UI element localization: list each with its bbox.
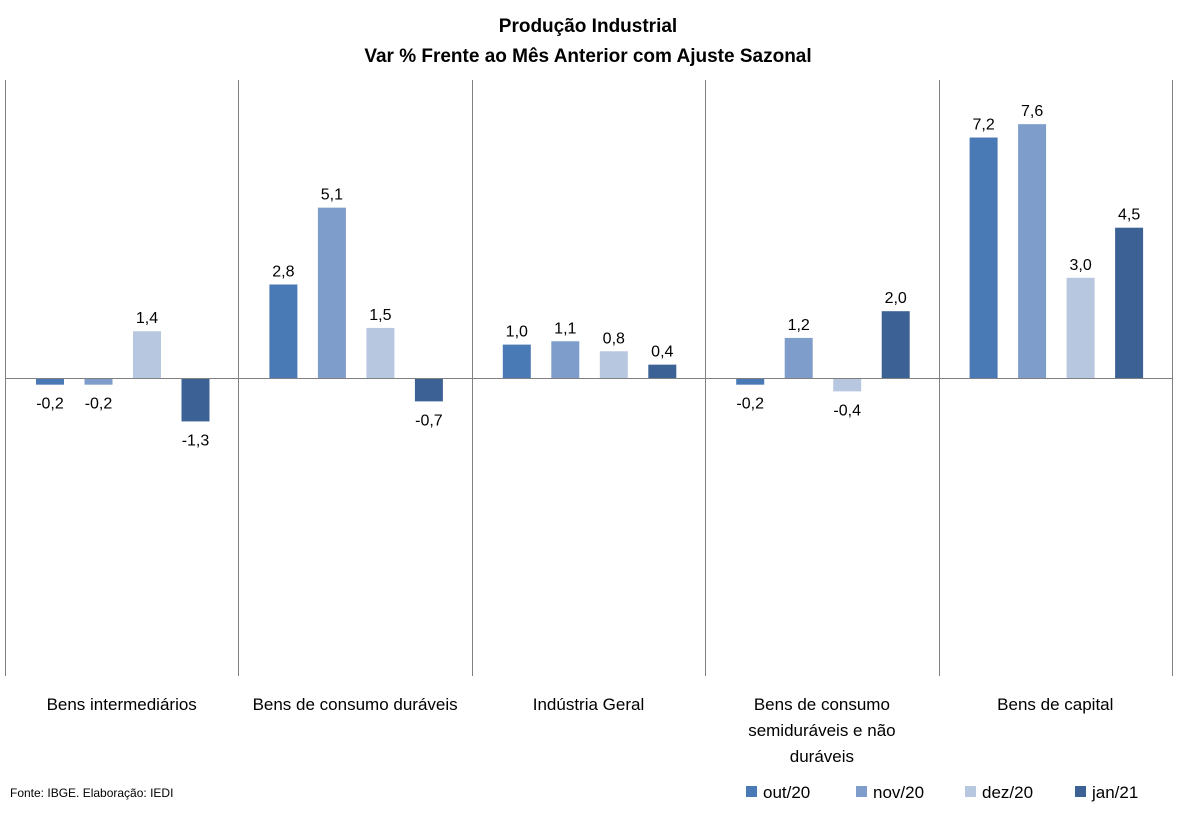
data-label: 1,5 bbox=[369, 307, 391, 324]
data-label: 5,1 bbox=[321, 187, 343, 204]
legend: out/20 nov/20 dez/20 jan/21 bbox=[746, 783, 1138, 802]
legend-label: out/20 bbox=[763, 783, 810, 802]
category-label: Bens de consumo bbox=[754, 695, 890, 714]
bar bbox=[502, 344, 531, 378]
category-labels: Bens intermediários Bens de consumo duráv… bbox=[47, 695, 1114, 766]
legend-item: out/20 bbox=[746, 783, 810, 802]
data-label: -0,2 bbox=[85, 396, 113, 413]
bar bbox=[784, 337, 813, 378]
category-label: Indústria Geral bbox=[533, 695, 645, 714]
bar bbox=[599, 351, 628, 378]
bar bbox=[366, 327, 395, 378]
data-label: 3,0 bbox=[1069, 257, 1091, 274]
legend-label: dez/20 bbox=[982, 783, 1033, 802]
bar bbox=[36, 378, 64, 385]
category-label: Bens de consumo duráveis bbox=[253, 695, 458, 714]
legend-swatch bbox=[965, 786, 976, 797]
bar bbox=[133, 331, 161, 378]
data-label: 0,4 bbox=[651, 344, 673, 361]
bar bbox=[1066, 277, 1095, 378]
data-label: 7,2 bbox=[972, 117, 994, 134]
data-label: 1,2 bbox=[788, 317, 810, 334]
bar bbox=[181, 378, 210, 422]
chart-subtitle: Var % Frente ao Mês Anterior com Ajuste … bbox=[364, 46, 811, 67]
data-label: 1,1 bbox=[554, 320, 576, 337]
category-label: duráveis bbox=[790, 747, 854, 766]
source-note: Fonte: IBGE. Elaboração: IEDI bbox=[10, 786, 173, 800]
bar bbox=[1018, 124, 1047, 378]
bar bbox=[269, 284, 298, 378]
data-label: -0,4 bbox=[833, 402, 861, 419]
category-label: Bens de capital bbox=[997, 695, 1113, 714]
data-label: 2,8 bbox=[272, 263, 294, 280]
legend-swatch bbox=[746, 786, 757, 797]
legend-swatch bbox=[1075, 786, 1086, 797]
legend-label: jan/21 bbox=[1091, 783, 1138, 802]
data-label: 7,6 bbox=[1021, 103, 1043, 120]
category-label: semiduráveis e não bbox=[748, 721, 895, 740]
category-label: Bens intermediários bbox=[47, 695, 197, 714]
data-label: 1,0 bbox=[506, 324, 528, 341]
data-label: 4,5 bbox=[1118, 207, 1140, 224]
bar bbox=[648, 364, 677, 378]
bar bbox=[881, 311, 910, 378]
legend-item: nov/20 bbox=[856, 783, 924, 802]
data-label: 0,8 bbox=[603, 330, 625, 347]
legend-swatch bbox=[856, 786, 867, 797]
legend-item: dez/20 bbox=[965, 783, 1033, 802]
bar bbox=[969, 137, 998, 378]
data-label: -0,7 bbox=[415, 412, 443, 429]
chart-title: Produção Industrial bbox=[499, 16, 677, 37]
legend-label: nov/20 bbox=[873, 783, 924, 802]
data-label: -0,2 bbox=[736, 396, 764, 413]
legend-item: jan/21 bbox=[1075, 783, 1138, 802]
bar bbox=[833, 378, 862, 392]
bar bbox=[84, 378, 113, 385]
data-label: -1,3 bbox=[182, 432, 210, 449]
data-label: 1,4 bbox=[136, 310, 158, 327]
bar bbox=[551, 341, 580, 378]
plot-area: -0,2 -0,2 1,4 -1,3 2,8 5,1 1,5 -0,7 1,0 1,1 0,8 0,4… bbox=[5, 80, 1173, 676]
bar bbox=[1115, 227, 1144, 378]
bar bbox=[736, 378, 765, 385]
bar bbox=[317, 207, 346, 378]
data-label: -0,2 bbox=[36, 396, 64, 413]
data-label: 2,0 bbox=[885, 290, 907, 307]
bar bbox=[414, 378, 443, 402]
